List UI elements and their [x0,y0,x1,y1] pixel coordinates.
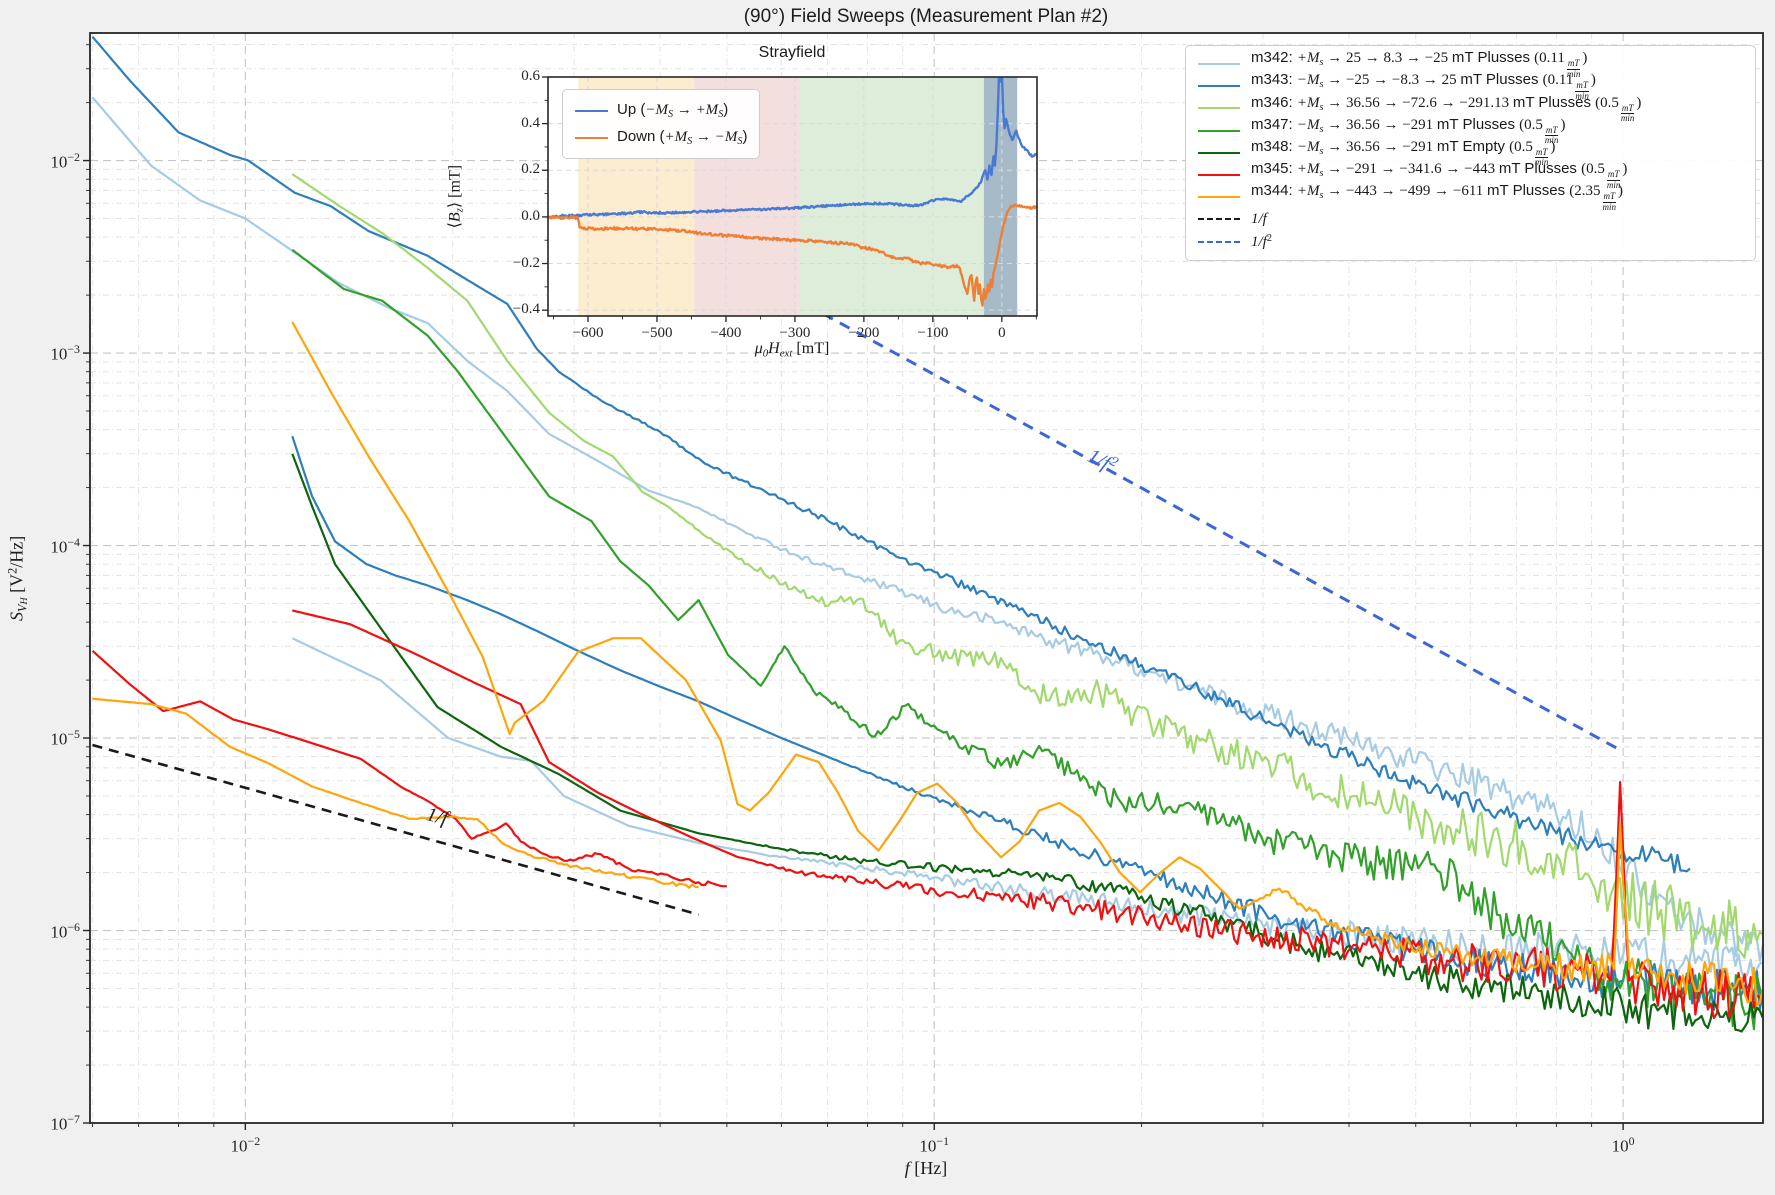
series-m345-segment-0 [91,649,727,888]
inset-grid [548,76,1037,316]
inset-series-up [548,77,1037,219]
series-m346-segment-0 [291,173,1763,959]
series-m343-segment-0 [91,35,1691,874]
inset-band-2 [799,77,1018,316]
inset-band-1 [694,77,800,316]
inset-series-down [548,203,1037,307]
series-m347-segment-0 [291,248,1763,1031]
curves-layer [91,35,1763,1033]
series-m342-segment-1 [291,637,1763,984]
series-m342-segment-0 [91,96,1763,963]
plot-frame [89,32,1764,1124]
inset-bands [578,77,1018,316]
inset-frame [547,76,1038,317]
series-m348-segment-0 [291,453,1763,1033]
series-m344-segment-1 [291,321,1763,1007]
series-m343-segment-1 [291,435,1763,1012]
axis-ticks [83,44,1624,1130]
series-m344-segment-0 [92,697,699,889]
inset-band-3 [983,77,1017,316]
inset-ticks [542,76,1037,322]
inset-curves [548,77,1037,307]
inset-band-0 [578,77,695,316]
guide-one-over-f [92,743,699,916]
